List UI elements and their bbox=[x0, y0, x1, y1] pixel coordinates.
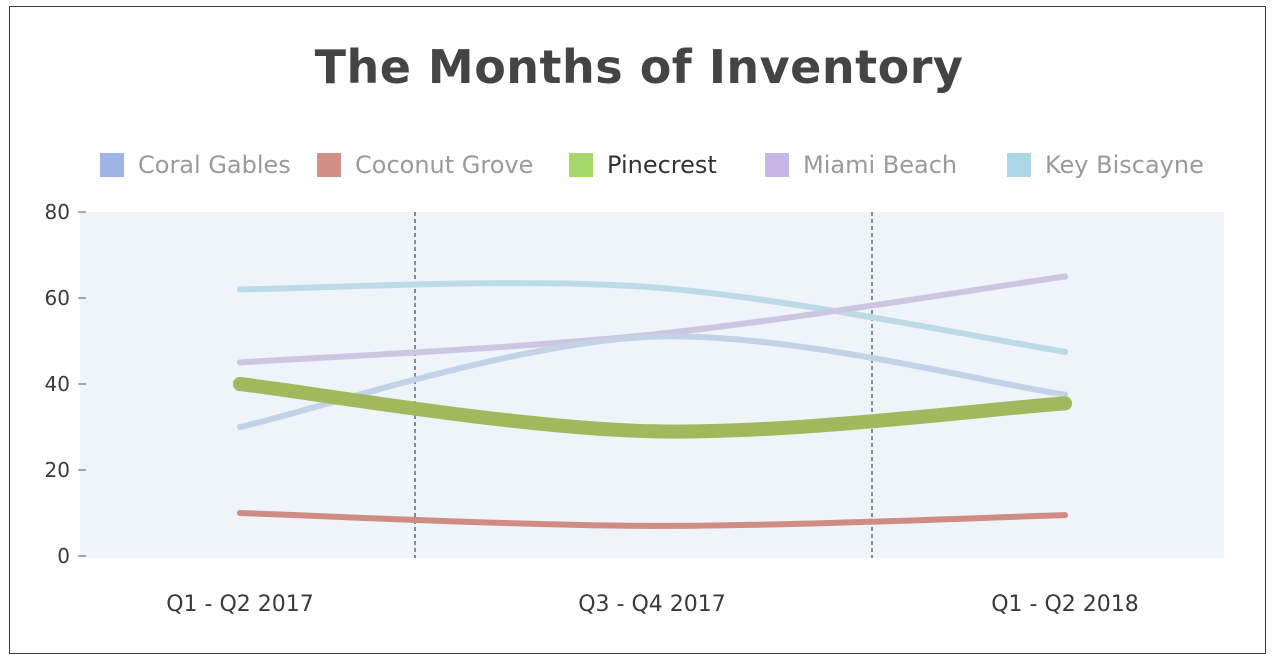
data-point-pinecrest bbox=[233, 377, 247, 391]
y-tick-label: 80 bbox=[45, 200, 70, 224]
data-point-key-biscayne bbox=[237, 286, 243, 293]
data-point-key-biscayne bbox=[649, 284, 655, 291]
legend-label: Coral Gables bbox=[138, 151, 291, 179]
x-axis: Q1 - Q2 2017 Q3 - Q4 2017 Q1 - Q2 2018 bbox=[166, 592, 1139, 617]
legend-item-key-biscayne[interactable]: Key Biscayne bbox=[1007, 150, 1204, 180]
legend-swatch-coral-gables bbox=[100, 153, 124, 177]
legend-swatch-miami-beach bbox=[765, 153, 789, 177]
data-point-coral-gables bbox=[237, 424, 243, 430]
data-point-coconut-grove bbox=[649, 522, 655, 529]
legend-item-miami-beach[interactable]: Miami Beach bbox=[765, 150, 957, 180]
legend-label: Key Biscayne bbox=[1045, 151, 1204, 179]
chart-title: The Months of Inventory bbox=[314, 40, 964, 94]
x-category-label: Q1 - Q2 2018 bbox=[991, 592, 1139, 617]
legend-swatch-key-biscayne bbox=[1007, 153, 1031, 177]
y-tick-label: 20 bbox=[45, 458, 70, 482]
data-point-key-biscayne bbox=[1062, 348, 1068, 355]
y-tick-label: 60 bbox=[45, 286, 70, 310]
legend-swatch-pinecrest bbox=[569, 153, 593, 177]
data-point-miami-beach bbox=[1062, 273, 1068, 280]
series-layer bbox=[233, 273, 1072, 529]
data-point-pinecrest bbox=[1058, 396, 1072, 411]
y-tick-label: 40 bbox=[45, 372, 70, 396]
legend-label: Coconut Grove bbox=[355, 151, 534, 179]
data-point-coral-gables bbox=[1062, 391, 1068, 398]
x-category-label: Q3 - Q4 2017 bbox=[578, 592, 726, 617]
data-point-coconut-grove bbox=[1062, 512, 1068, 519]
legend-item-coral-gables[interactable]: Coral Gables bbox=[100, 150, 291, 180]
legend-item-pinecrest[interactable]: Pinecrest bbox=[569, 150, 717, 180]
data-point-miami-beach bbox=[237, 359, 243, 366]
data-point-coconut-grove bbox=[237, 510, 243, 516]
legend-swatch-coconut-grove bbox=[317, 153, 341, 177]
legend-label: Pinecrest bbox=[607, 151, 717, 179]
legend-label: Miami Beach bbox=[803, 151, 958, 179]
data-point-coral-gables bbox=[649, 333, 655, 340]
x-category-label: Q1 - Q2 2017 bbox=[166, 592, 314, 617]
y-axis: 0 20 40 60 80 bbox=[45, 200, 86, 568]
y-tick-label: 0 bbox=[57, 544, 70, 568]
data-point-pinecrest bbox=[645, 424, 659, 439]
legend-item-coconut-grove[interactable]: Coconut Grove bbox=[317, 150, 533, 180]
